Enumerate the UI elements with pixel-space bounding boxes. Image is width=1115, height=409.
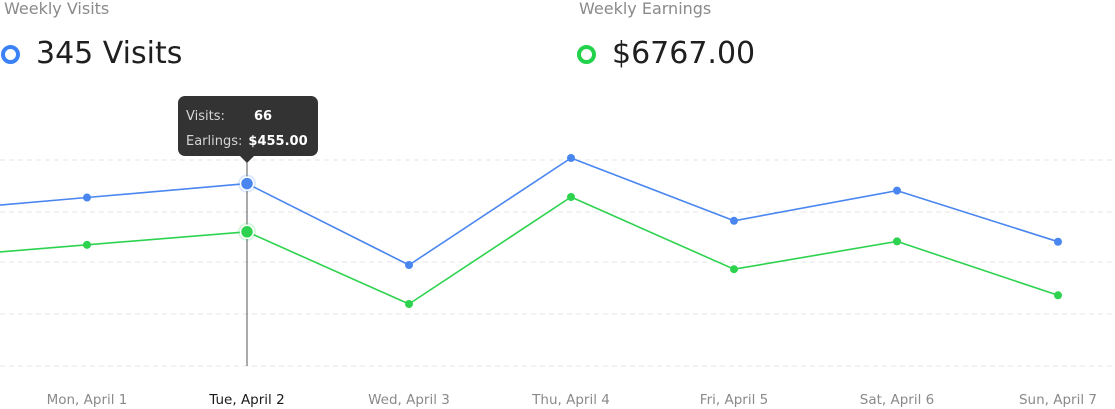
- x-axis-label: Mon, April 1: [47, 392, 128, 408]
- weekly-visits-stat: 345 Visits: [1, 34, 182, 74]
- x-axis-label: Wed, April 3: [368, 392, 450, 408]
- tooltip-earnings-row: Earlings: $455.00: [186, 129, 310, 154]
- x-axis-label: Sat, April 6: [860, 392, 934, 408]
- visits-point[interactable]: [893, 186, 901, 195]
- visits-point[interactable]: [1054, 237, 1062, 246]
- tooltip-visits-row: Visits: 66: [186, 104, 310, 129]
- x-axis-label: Thu, April 4: [531, 392, 610, 408]
- earnings-point[interactable]: [1054, 291, 1062, 300]
- x-axis-label: Sun, April 7: [1019, 392, 1097, 408]
- visits-point-active[interactable]: [239, 176, 255, 191]
- weekly-earnings-stat: $6767.00: [577, 34, 755, 74]
- earnings-point[interactable]: [83, 240, 91, 249]
- earnings-point[interactable]: [730, 265, 738, 274]
- visits-point[interactable]: [405, 261, 413, 269]
- earnings-point[interactable]: [893, 237, 901, 246]
- visits-series-line: [0, 157, 1059, 266]
- earnings-point[interactable]: [567, 193, 575, 201]
- tooltip-visits-value: 66: [254, 109, 273, 124]
- earnings-point[interactable]: [405, 300, 413, 308]
- tooltip-earnings-label: Earlings:: [186, 134, 243, 149]
- earnings-legend-icon: [577, 44, 596, 64]
- tooltip-earnings-value: $455.00: [248, 134, 308, 149]
- earnings-point-active[interactable]: [239, 224, 255, 240]
- visits-point[interactable]: [83, 193, 91, 202]
- weekly-earnings-label: Weekly Earnings: [579, 0, 712, 18]
- earnings-series-line: [0, 196, 1059, 305]
- chart-tooltip: Visits: 66 Earlings: $455.00: [178, 96, 318, 163]
- weekly-visits-value: 345 Visits: [36, 36, 183, 71]
- tooltip-visits-label: Visits:: [186, 109, 225, 124]
- weekly-earnings-value: $6767.00: [612, 36, 756, 71]
- visits-legend-icon: [1, 44, 20, 64]
- x-axis-label-active: Tue, April 2: [208, 392, 284, 408]
- x-axis-label: Fri, April 5: [700, 392, 768, 408]
- visits-point[interactable]: [567, 154, 575, 162]
- visits-point[interactable]: [730, 216, 738, 225]
- weekly-visits-label: Weekly Visits: [4, 0, 110, 18]
